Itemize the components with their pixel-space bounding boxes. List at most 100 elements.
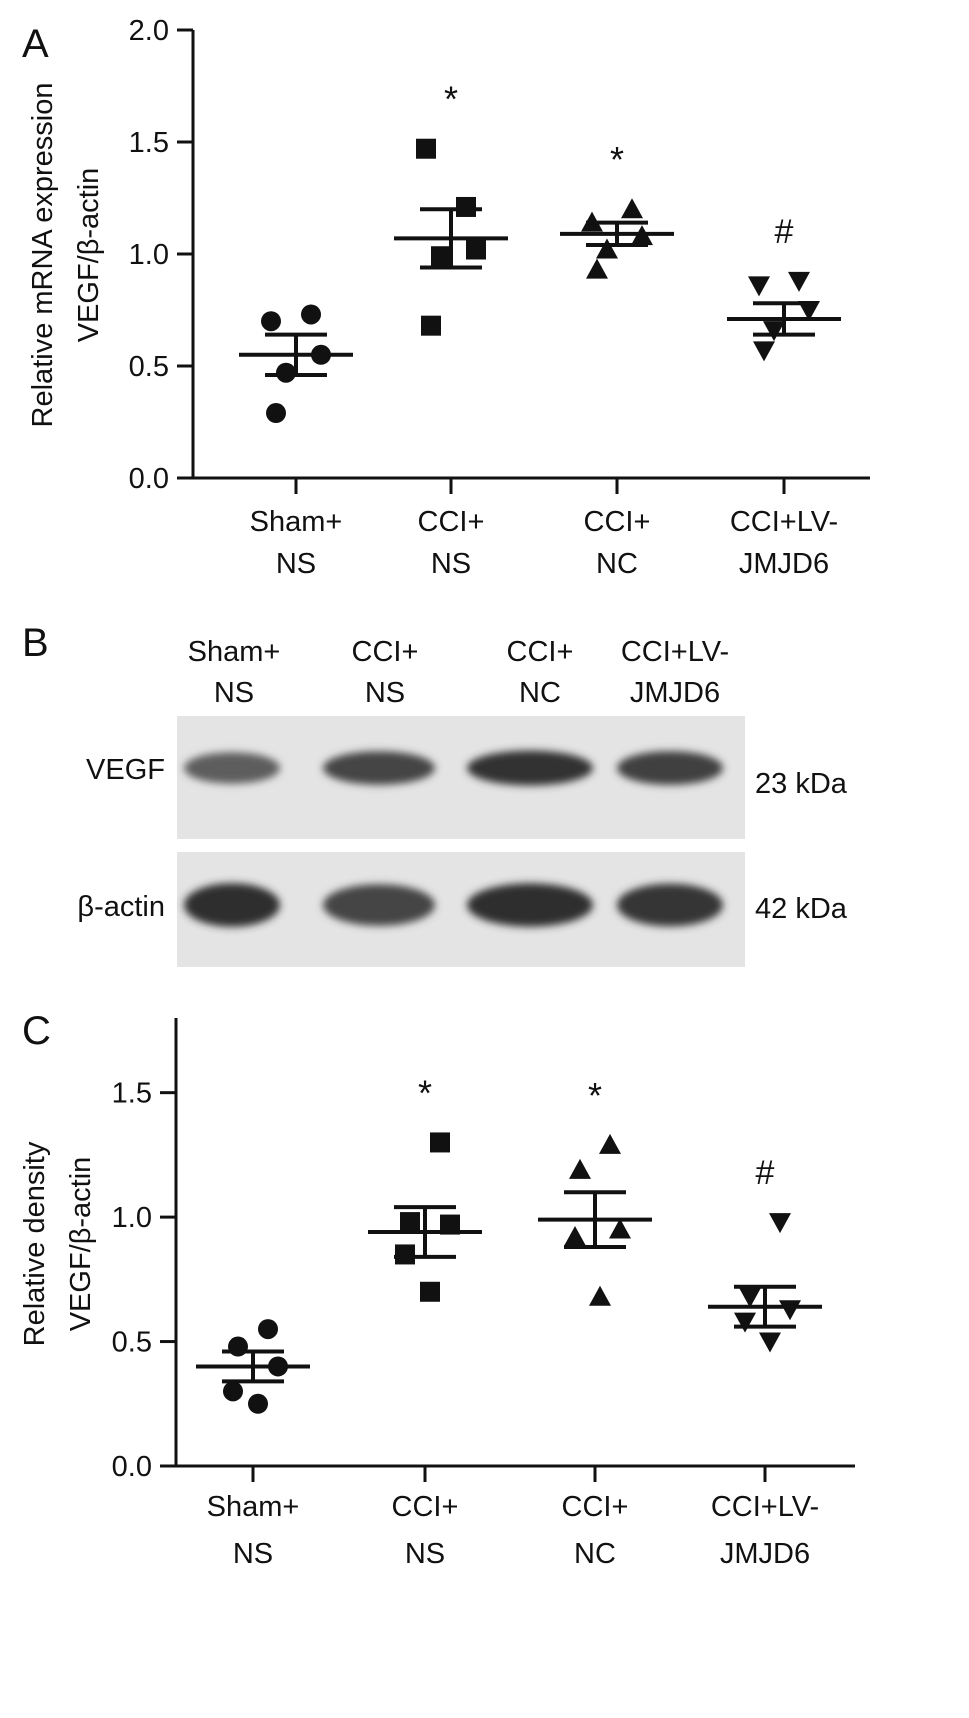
blot-lane-label-line1: Sham+	[188, 636, 281, 668]
y-tick-label: 1.0	[129, 239, 169, 271]
y-axis-label-line1: Relative mRNA expression	[27, 83, 59, 428]
data-point	[734, 1312, 756, 1333]
data-point	[748, 276, 770, 297]
y-tick-label: 2.0	[129, 15, 169, 47]
data-point	[753, 341, 775, 362]
y-tick-label: 1.5	[129, 127, 169, 159]
data-point	[421, 315, 441, 336]
x-tick-label-line1: CCI+	[392, 1491, 459, 1523]
y-axis-label-line1: Relative density	[19, 1141, 51, 1346]
data-point	[759, 1332, 781, 1353]
data-point	[564, 1226, 586, 1247]
data-point	[769, 1213, 791, 1234]
significance-marker: *	[418, 1072, 432, 1113]
panel-a: A 0.0 0.5 1.0 1.5 2.0 Relative mRNA expressio…	[22, 15, 870, 580]
panel-c: C 0.0 0.5 1.0 1.5 Relative density VEGF/β-act…	[19, 1009, 855, 1570]
data-point	[599, 1133, 621, 1154]
data-point	[609, 1218, 631, 1239]
blot-lane-label-line1: CCI+LV-	[621, 636, 729, 668]
blot-protein-label: β-actin	[77, 891, 165, 923]
data-point	[589, 1285, 611, 1306]
y-tick-label: 1.0	[112, 1202, 152, 1234]
data-point	[586, 258, 608, 279]
data-point	[763, 321, 785, 342]
data-point	[440, 1214, 460, 1235]
panel-c-letter: C	[22, 1009, 51, 1053]
x-tick-label-line2: NC	[574, 1538, 616, 1570]
blot-lane-label-line2: NS	[214, 677, 254, 709]
x-tick-label-line1: CCI+LV-	[730, 506, 838, 538]
data-point	[420, 1281, 440, 1302]
data-point	[431, 246, 451, 267]
data-point	[223, 1381, 243, 1402]
panel-b-letter: B	[22, 621, 49, 665]
data-point	[395, 1244, 415, 1265]
blot-band	[467, 750, 593, 786]
data-point	[400, 1212, 420, 1233]
x-tick-label-line2: NS	[431, 548, 471, 580]
x-tick-label-line2: NS	[405, 1538, 445, 1570]
data-point	[788, 271, 810, 292]
blot-band	[617, 883, 723, 927]
x-tick-label-line2: NS	[276, 548, 316, 580]
blot-band	[184, 752, 280, 784]
y-tick-label: 0.5	[129, 351, 169, 383]
x-tick-label-line2: JMJD6	[739, 548, 829, 580]
data-point	[456, 196, 476, 217]
data-point	[301, 304, 321, 325]
panel-a-letter: A	[22, 22, 49, 66]
blot-band	[323, 751, 435, 785]
data-point	[739, 1287, 761, 1308]
blot-lane-label-line2: NS	[365, 677, 405, 709]
data-point	[266, 403, 286, 424]
y-tick-label: 0.0	[112, 1451, 152, 1483]
x-tick-label-line1: CCI+	[418, 506, 485, 538]
x-tick-label-line1: Sham+	[250, 506, 343, 538]
x-tick-label-line1: CCI+	[584, 506, 651, 538]
panel-b: B Sham+ NS CCI+ NS CCI+ NC CCI+LV- JMJD6 VEGF 23 …	[22, 621, 848, 967]
data-point	[248, 1393, 268, 1414]
data-point	[596, 238, 618, 259]
data-point	[430, 1132, 450, 1153]
y-tick-label: 1.5	[112, 1078, 152, 1110]
significance-marker: *	[610, 139, 624, 180]
significance-marker: #	[775, 213, 794, 251]
y-tick-label: 0.5	[112, 1327, 152, 1359]
data-point	[798, 301, 820, 321]
significance-marker: #	[756, 1154, 775, 1192]
data-point	[779, 1300, 801, 1321]
chart-c-plot: 0.0 0.5 1.0 1.5 Relative density VEGF/β-actin…	[19, 1018, 855, 1570]
y-axis-label-line2: VEGF/β-actin	[73, 168, 105, 343]
data-point	[258, 1319, 278, 1340]
significance-marker: *	[588, 1075, 602, 1116]
y-axis-label: Relative density VEGF/β-actin	[19, 1141, 97, 1346]
western-blot: Sham+ NS CCI+ NS CCI+ NC CCI+LV- JMJD6 VEGF 23 kD…	[77, 636, 848, 967]
y-axis-label-line2: VEGF/β-actin	[65, 1157, 97, 1332]
data-point	[569, 1158, 591, 1179]
x-tick-label-line1: Sham+	[207, 1491, 300, 1523]
blot-lane-label-line1: CCI+	[507, 636, 574, 668]
significance-marker: *	[444, 79, 458, 120]
blot-lane-label-line1: CCI+	[352, 636, 419, 668]
data-point	[621, 198, 643, 219]
blot-protein-label: VEGF	[86, 754, 165, 786]
x-tick-label-line2: JMJD6	[720, 1538, 810, 1570]
data-point	[276, 362, 296, 383]
data-point	[228, 1336, 248, 1357]
blot-size-label: 23 kDa	[755, 768, 848, 800]
x-tick-label-line1: CCI+LV-	[711, 1491, 819, 1523]
y-axis-label: Relative mRNA expression VEGF/β-actin	[27, 83, 105, 428]
blot-band	[184, 883, 280, 927]
x-tick-label-line2: NC	[596, 548, 638, 580]
x-tick-label-line2: NS	[233, 1538, 273, 1570]
chart-a-plot: 0.0 0.5 1.0 1.5 2.0 Relative mRNA expression V…	[27, 15, 870, 580]
blot-size-label: 42 kDa	[755, 893, 848, 925]
data-point	[466, 239, 486, 260]
blot-band	[323, 884, 435, 926]
data-point	[261, 311, 281, 332]
blot-lane-label-line2: JMJD6	[630, 677, 720, 709]
blot-band	[617, 751, 723, 785]
x-tick-label-line1: CCI+	[562, 1491, 629, 1523]
data-point	[416, 138, 436, 159]
